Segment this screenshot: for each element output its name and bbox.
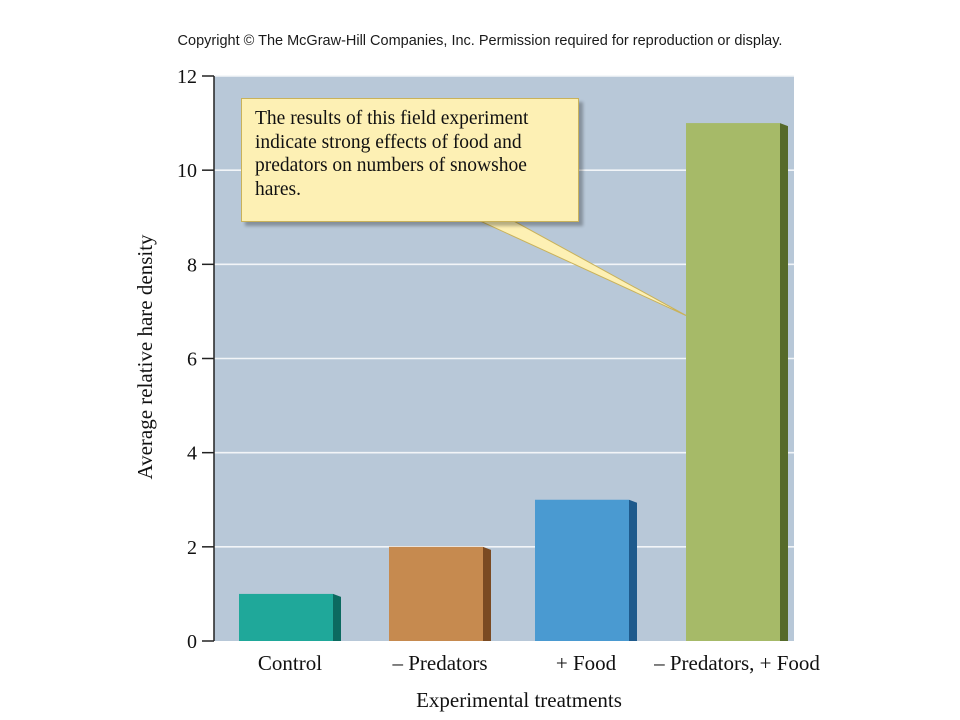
bar	[535, 499, 629, 641]
bars	[239, 123, 788, 642]
x-axis-title: Experimental treatments	[416, 688, 622, 712]
y-tick-label: 0	[187, 631, 197, 653]
bar	[239, 593, 333, 641]
y-axis-ticks: 0 2 4 6 8 10 12	[177, 66, 214, 653]
y-tick-label: 4	[187, 443, 197, 465]
x-tick-label: Control	[258, 651, 322, 675]
bar	[389, 546, 483, 641]
x-tick-label: + Food	[556, 651, 617, 675]
y-tick-label: 12	[177, 66, 197, 88]
annotation-callout: The results of this field experiment ind…	[241, 98, 579, 222]
bar-side	[629, 499, 637, 641]
bar-side	[333, 593, 341, 641]
x-tick-label: – Predators	[391, 651, 487, 675]
y-tick-label: 10	[177, 160, 197, 182]
x-tick-label: – Predators, + Food	[653, 651, 820, 675]
x-axis-labels: Control – Predators + Food – Predators, + F…	[258, 651, 821, 675]
y-tick-label: 2	[187, 537, 197, 559]
y-axis-title: Average relative hare density	[133, 234, 157, 480]
y-tick-label: 6	[187, 349, 197, 371]
y-tick-label: 8	[187, 254, 197, 276]
bar-side	[483, 546, 491, 641]
bar-side	[780, 123, 788, 642]
copyright-notice: Copyright © The McGraw-Hill Companies, I…	[177, 33, 783, 49]
bar	[686, 123, 780, 642]
